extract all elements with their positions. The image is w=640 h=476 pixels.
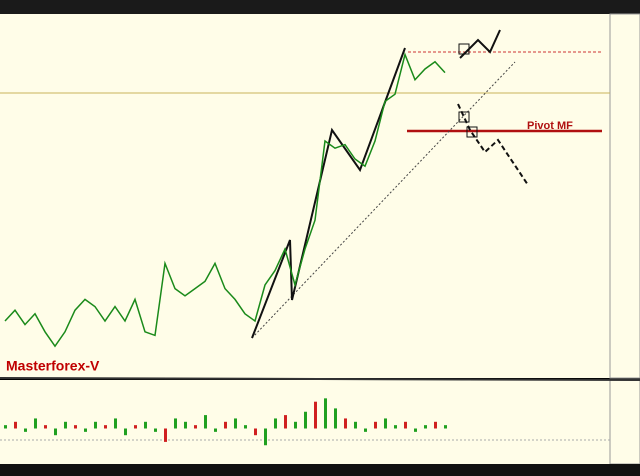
- marker-box: [466, 126, 478, 138]
- oscillator-bar: [94, 421, 97, 429]
- down-arrow: [457, 103, 529, 186]
- oscillator-bar: [414, 428, 417, 432]
- oscillator-bar: [174, 418, 177, 429]
- oscillator-bar: [344, 418, 347, 429]
- oscillator-bar: [214, 428, 217, 432]
- pivot-label: Pivot MF: [527, 120, 573, 132]
- oscillator-bar: [74, 425, 77, 429]
- oscillator-bar: [144, 421, 147, 429]
- oscillator-bar: [284, 415, 287, 429]
- oscillator-bar: [14, 421, 17, 429]
- marker-box: [458, 43, 470, 55]
- oscillator-bar: [154, 428, 157, 432]
- oscillator-bar: [124, 428, 127, 436]
- oscillator-bar: [114, 418, 117, 429]
- oscillator-bar: [274, 418, 277, 429]
- oscillator-bar: [294, 421, 297, 429]
- price-panel: [0, 14, 610, 378]
- oscillator-bar: [54, 428, 57, 436]
- oscillator-bar: [64, 421, 67, 429]
- oscillator-bar: [184, 421, 187, 429]
- oscillator-bar: [304, 411, 307, 429]
- time-axis: [0, 464, 640, 476]
- watermark-label: Masterforex-V: [6, 358, 100, 374]
- oscillator-bar: [234, 418, 237, 429]
- marker-box: [458, 111, 470, 123]
- toolbar: [0, 0, 640, 14]
- oscillator-bar: [84, 428, 87, 432]
- oscillator-bar: [254, 428, 257, 436]
- trend-line: [251, 61, 516, 339]
- oscillator-bar: [374, 421, 377, 429]
- oscillator-bar: [104, 425, 107, 429]
- oscillator-bar: [314, 401, 317, 429]
- oscillator-bar: [434, 421, 437, 429]
- oscillator-bar: [394, 425, 397, 429]
- oscillator-bar: [384, 418, 387, 429]
- oscillator-bar: [324, 398, 327, 429]
- oscillator-bar: [194, 425, 197, 429]
- oscillator-bar: [404, 421, 407, 429]
- oscillator-bar: [44, 425, 47, 429]
- oscillator-bar: [364, 428, 367, 432]
- osc-axis: [609, 379, 640, 465]
- oscillator-bar: [204, 415, 207, 429]
- oscillator-bar: [34, 418, 37, 429]
- panel-divider: [0, 377, 640, 381]
- oscillator-bar: [134, 425, 137, 429]
- oscillator-bar: [244, 425, 247, 429]
- oscillator-bar: [444, 425, 447, 429]
- oscillator-bar: [354, 421, 357, 429]
- zigzag: [251, 47, 406, 339]
- price-line: [4, 52, 446, 348]
- price-axis: [609, 13, 640, 379]
- oscillator-bar: [4, 425, 7, 429]
- oscillator-bar: [334, 408, 337, 429]
- oscillator-bar: [424, 425, 427, 429]
- oscillator-bar: [24, 428, 27, 432]
- oscillator-bar: [164, 428, 167, 442]
- oscillator-bar: [264, 428, 267, 446]
- oscillator-bar: [224, 421, 227, 429]
